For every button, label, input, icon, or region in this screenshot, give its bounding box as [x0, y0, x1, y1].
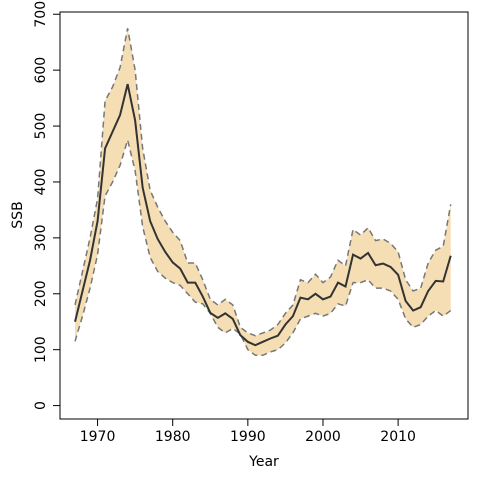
x-tick-label: 2000: [305, 429, 341, 445]
x-axis: 1970 1980 1990 2000 2010: [80, 419, 416, 445]
y-tick-label: 0: [33, 401, 49, 410]
y-tick-label: 200: [33, 280, 49, 307]
y-tick-label: 500: [33, 113, 49, 140]
upper-bound-line: [74, 28, 452, 337]
x-tick-label: 2010: [380, 429, 416, 445]
y-tick-label: 300: [33, 224, 49, 251]
x-tick-label: 1990: [230, 429, 266, 445]
y-tick-label: 600: [33, 57, 49, 84]
x-tick-label: 1980: [155, 429, 191, 445]
lower-bound-line: [74, 137, 452, 357]
y-tick-label: 400: [33, 169, 49, 196]
x-tick-label: 1970: [80, 429, 116, 445]
y-axis: 0 100 200 300 400 500 600 700: [33, 1, 60, 410]
confidence-band-layer: [75, 28, 451, 356]
y-tick-label: 700: [33, 1, 49, 28]
estimate-line: [74, 83, 452, 347]
confidence-band: [75, 28, 451, 356]
x-axis-title: Year: [248, 454, 279, 470]
series-line-layer: [74, 28, 452, 357]
plot-frame: [59, 11, 469, 420]
y-tick-label: 100: [33, 336, 49, 363]
y-axis-title: SSB: [10, 201, 26, 228]
